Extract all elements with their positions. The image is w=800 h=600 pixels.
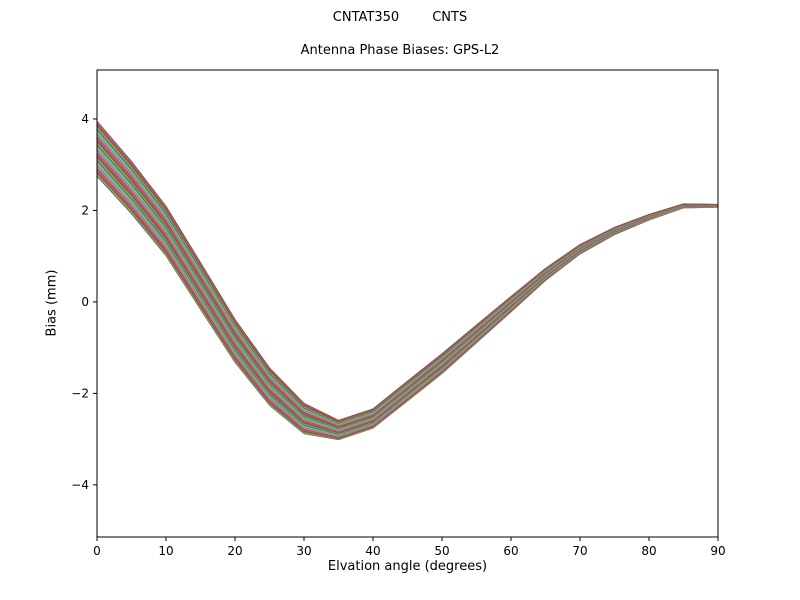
axes-title: Antenna Phase Biases: GPS-L2 <box>300 43 500 58</box>
figure-suptitle: CNTAT350 CNTS <box>332 10 468 25</box>
x-tick-label: 0 <box>93 544 101 558</box>
x-axis-label: Elvation angle (degrees) <box>327 559 488 574</box>
axes-frame <box>96 69 719 538</box>
x-tick-label: 20 <box>227 544 242 558</box>
x-tick-label: 80 <box>641 544 656 558</box>
x-tick-label: 50 <box>434 544 449 558</box>
series-line <box>96 120 719 421</box>
x-tick-label: 70 <box>572 544 587 558</box>
x-tick-label: 30 <box>296 544 311 558</box>
y-tick-label: 4 <box>81 112 89 126</box>
y-axis-label: Bias (mm) <box>44 269 60 337</box>
x-tick-label: 40 <box>365 544 380 558</box>
x-tick-label: 10 <box>158 544 173 558</box>
x-tick-label: 90 <box>710 544 725 558</box>
x-tick-label: 60 <box>503 544 518 558</box>
y-tick-label: 2 <box>81 203 89 217</box>
y-tick-label: −4 <box>71 478 89 492</box>
y-tick-label: 0 <box>81 295 89 309</box>
y-tick-label: −2 <box>71 386 89 400</box>
